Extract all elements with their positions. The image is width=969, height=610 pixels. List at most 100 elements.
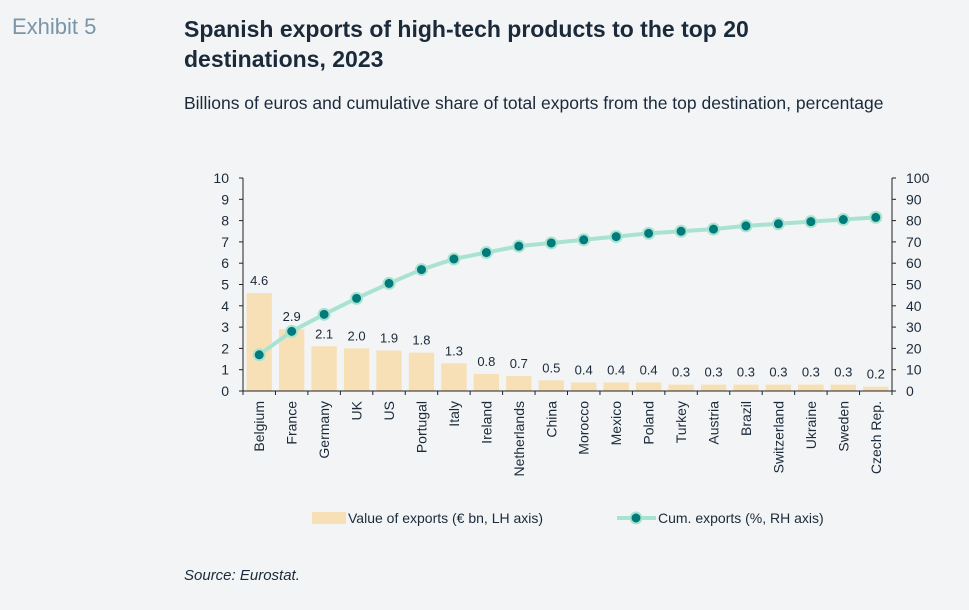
x-category-label: Mexico xyxy=(608,401,624,446)
legend-bar-label: Value of exports (€ bn, LH axis) xyxy=(348,510,543,526)
left-tick-label: 8 xyxy=(221,213,229,229)
right-tick-label: 80 xyxy=(906,213,922,229)
bar-netherlands xyxy=(506,376,532,391)
bar-value-label: 0.8 xyxy=(477,354,495,369)
bar-value-label: 0.4 xyxy=(640,362,658,377)
bar-value-label: 1.9 xyxy=(380,331,398,346)
cumulative-marker xyxy=(609,230,623,244)
bar-value-label: 0.7 xyxy=(510,356,528,371)
bar-value-label: 2.9 xyxy=(283,309,301,324)
bar-series xyxy=(246,293,889,391)
chart-subtitle: Billions of euros and cumulative share o… xyxy=(184,93,884,113)
left-tick-label: 4 xyxy=(221,298,229,314)
left-tick-label: 9 xyxy=(221,191,229,207)
x-category-label: Italy xyxy=(446,401,462,427)
bar-value-label: 0.3 xyxy=(769,365,787,380)
bar-turkey xyxy=(668,384,694,391)
bar-ireland xyxy=(473,373,500,391)
left-tick-label: 3 xyxy=(221,319,229,335)
x-category-label: Morocco xyxy=(576,401,592,455)
bar-value-label: 1.3 xyxy=(445,343,463,358)
x-category-label: Austria xyxy=(706,401,722,445)
bar-us xyxy=(376,350,402,391)
x-category-label: Brazil xyxy=(738,401,754,436)
x-category-label: Poland xyxy=(641,401,657,445)
x-category-label: Ireland xyxy=(478,401,494,444)
cumulative-marker xyxy=(836,213,850,227)
bar-value-label: 0.3 xyxy=(802,365,820,380)
right-tick-label: 50 xyxy=(906,277,922,293)
cumulative-marker xyxy=(707,222,721,236)
cumulative-marker xyxy=(577,233,591,247)
x-category-label: UK xyxy=(349,400,365,420)
bar-china xyxy=(538,380,564,391)
cumulative-marker xyxy=(771,217,785,231)
left-tick-label: 5 xyxy=(221,277,229,293)
x-category-label: Czech Rep. xyxy=(868,401,884,474)
cumulative-marker xyxy=(414,263,428,277)
right-tick-label: 0 xyxy=(906,383,914,399)
bar-value-label: 0.3 xyxy=(704,365,722,380)
x-category-label: Portugal xyxy=(413,401,429,453)
bar-value-label: 2.0 xyxy=(348,328,366,343)
cumulative-marker xyxy=(869,210,883,224)
bar-mexico xyxy=(603,382,629,391)
cumulative-marker xyxy=(382,276,396,290)
right-tick-label: 100 xyxy=(906,170,930,186)
bar-brazil xyxy=(733,384,759,391)
bar-czech-rep- xyxy=(863,386,889,391)
bar-uk xyxy=(343,348,370,391)
right-tick-label: 40 xyxy=(906,298,922,314)
exhibit-label: Exhibit 5 xyxy=(12,14,97,39)
right-tick-label: 10 xyxy=(906,362,922,378)
left-tick-label: 7 xyxy=(221,234,229,250)
bar-value-label: 0.4 xyxy=(575,362,593,377)
bar-data-labels: 4.6 2.9 2.1 2.0 1.9 1.8 1.3 0.8 0.7 0.5 0.4 0.4 0.4 0… xyxy=(250,273,885,382)
legend: Value of exports (€ bn, LH axis) Cum. ex… xyxy=(312,510,824,526)
bar-value-label: 0.3 xyxy=(737,365,755,380)
left-tick-label: 10 xyxy=(213,170,229,186)
bar-poland xyxy=(635,382,662,391)
bar-sweden xyxy=(830,384,856,391)
source-note: Source: Eurostat. xyxy=(184,567,300,584)
x-category-label: Sweden xyxy=(835,401,851,452)
right-tick-label: 90 xyxy=(906,191,922,207)
bar-value-label: 4.6 xyxy=(250,273,268,288)
x-category-label: France xyxy=(284,401,300,445)
cumulative-marker xyxy=(512,239,526,253)
legend-bar-swatch xyxy=(312,512,346,524)
x-category-label: Belgium xyxy=(251,401,267,452)
bar-portugal xyxy=(408,352,435,391)
bar-morocco xyxy=(571,382,597,391)
cumulative-marker xyxy=(447,252,461,266)
bar-value-label: 0.5 xyxy=(542,360,560,375)
bar-value-label: 0.2 xyxy=(867,367,885,382)
legend-line-label: Cum. exports (%, RH axis) xyxy=(658,510,824,526)
x-category-label: China xyxy=(543,401,559,438)
axes: 0123456789100102030405060708090100Belgiu… xyxy=(213,170,929,477)
cumulative-marker xyxy=(544,236,558,250)
cumulative-marker xyxy=(285,324,299,338)
x-category-label: Turkey xyxy=(673,401,689,443)
x-category-label: Netherlands xyxy=(511,401,527,477)
bar-germany xyxy=(311,346,337,391)
x-category-label: Ukraine xyxy=(803,401,819,449)
bar-austria xyxy=(700,384,727,391)
bar-ukraine xyxy=(798,384,824,391)
legend-line-marker xyxy=(629,511,643,525)
right-tick-label: 70 xyxy=(906,234,922,250)
x-category-label: US xyxy=(381,401,397,420)
bar-value-label: 1.8 xyxy=(412,333,430,348)
chart-title: Spanish exports of high-tech products to… xyxy=(184,16,749,72)
right-tick-label: 30 xyxy=(906,319,922,335)
right-tick-label: 20 xyxy=(906,340,922,356)
cumulative-marker xyxy=(642,226,656,240)
x-category-label: Germany xyxy=(316,401,332,459)
bar-italy xyxy=(441,363,467,391)
cumulative-marker xyxy=(739,219,753,233)
cumulative-marker xyxy=(804,215,818,229)
cumulative-marker xyxy=(674,224,688,238)
cumulative-line-series xyxy=(252,210,883,362)
